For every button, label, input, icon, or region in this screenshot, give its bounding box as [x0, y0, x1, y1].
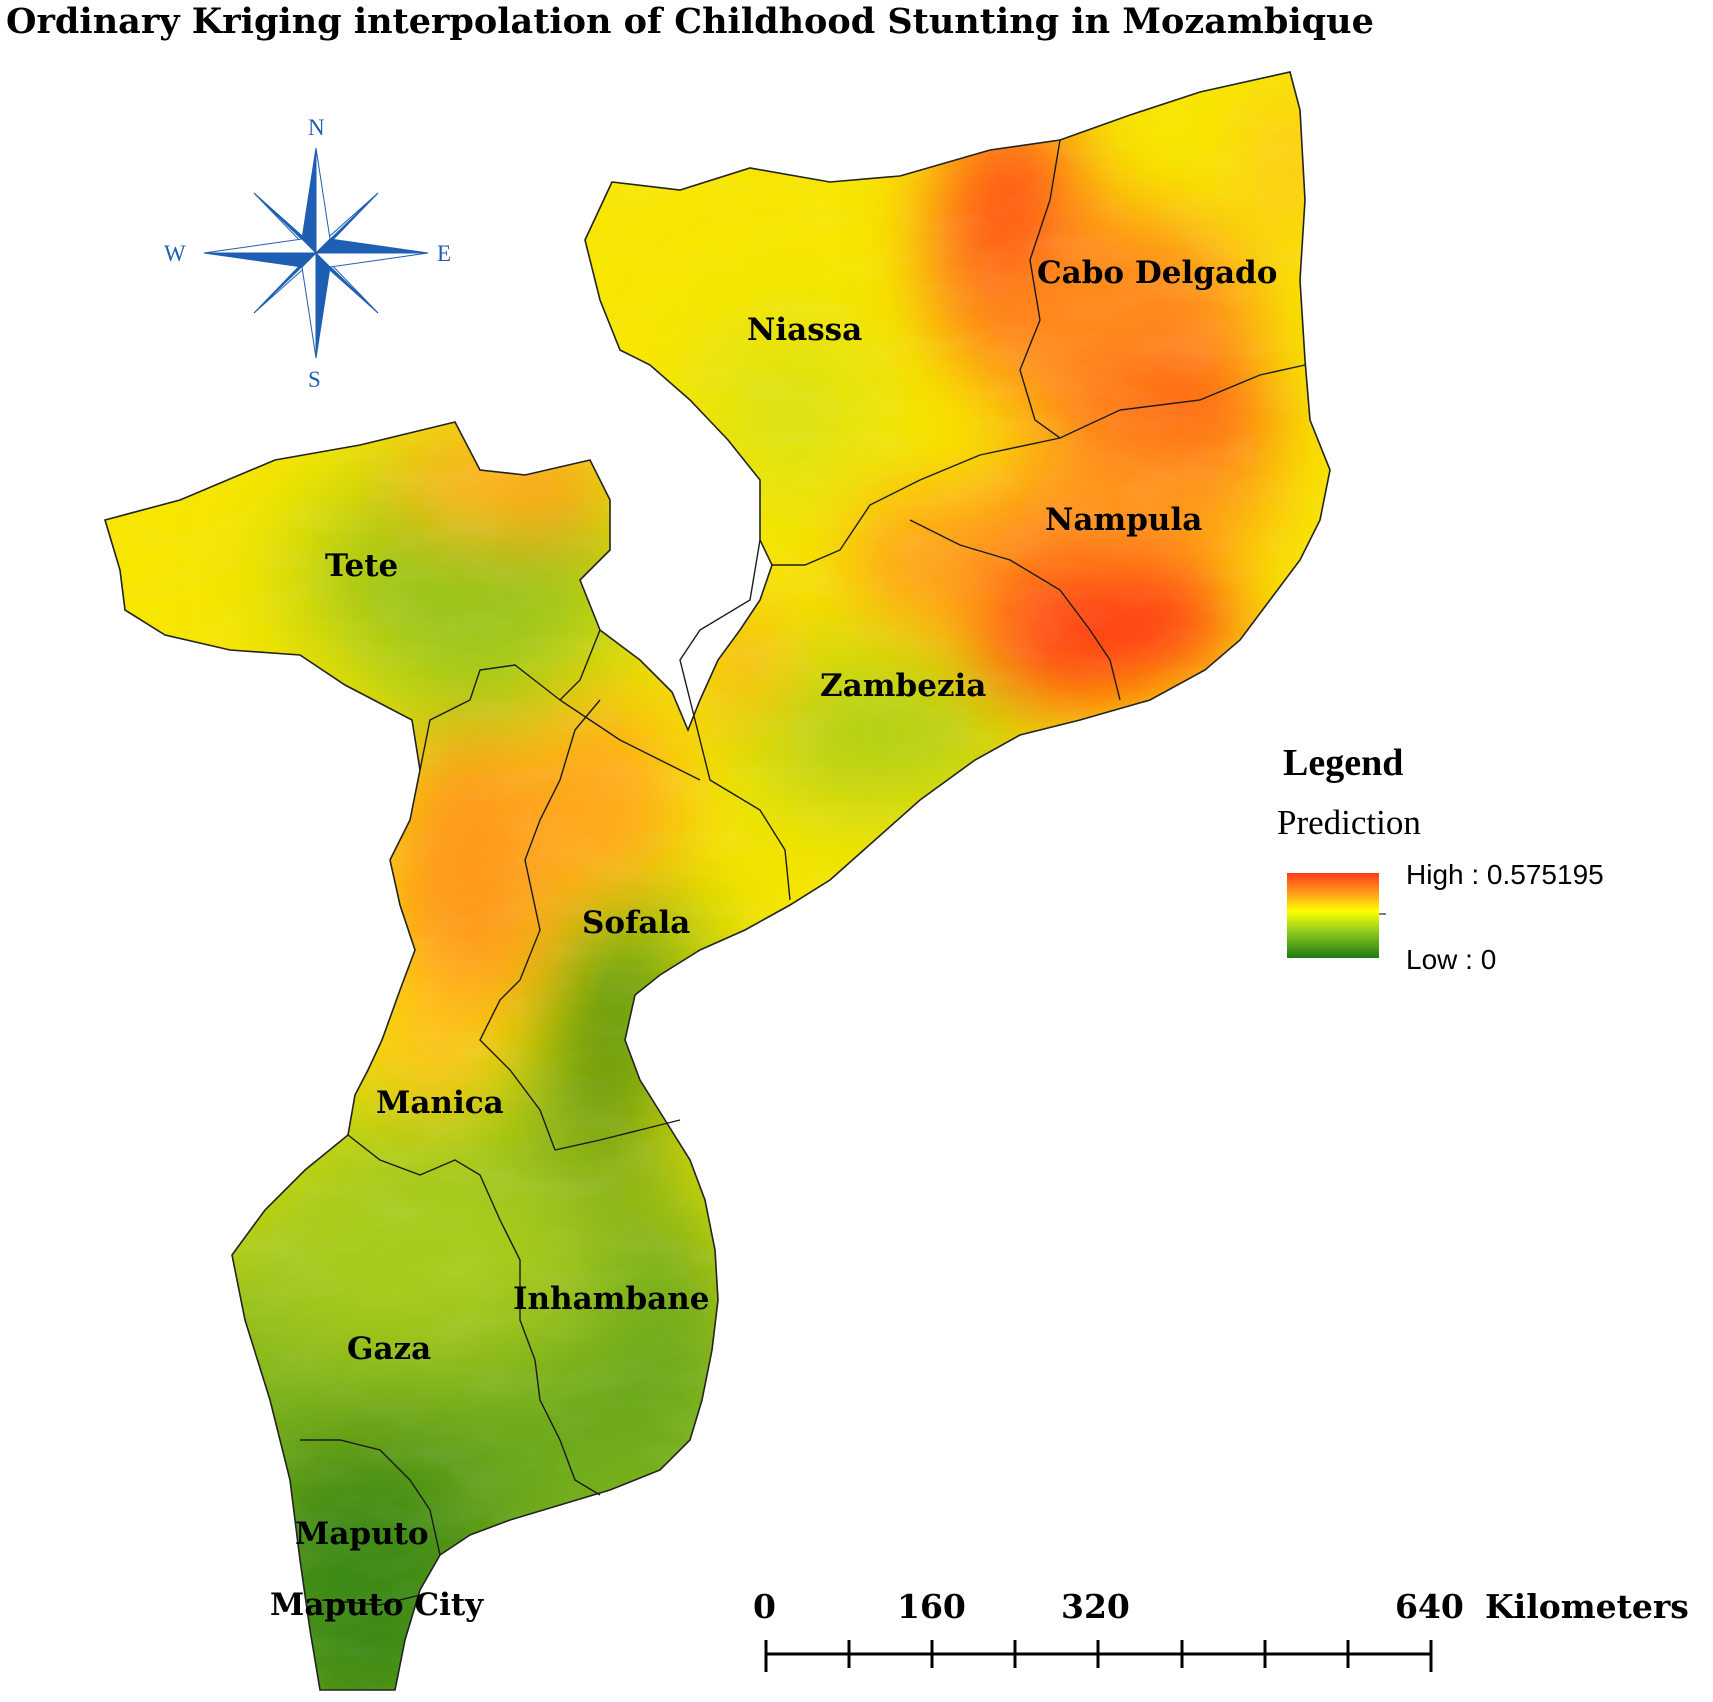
label-nampula: Nampula [1045, 502, 1202, 538]
scale-tick-640: 640 [1395, 1587, 1464, 1626]
label-sofala: Sofala [582, 905, 690, 941]
legend-title: Legend [1283, 742, 1403, 784]
label-maputo-city: Maputo City [270, 1587, 484, 1623]
legend: Legend Prediction High : 0.575195 Low : … [1277, 742, 1604, 975]
compass-south: S [308, 367, 321, 392]
compass-west: W [164, 241, 186, 266]
scale-tick-320: 320 [1061, 1587, 1130, 1626]
legend-low: Low : 0 [1406, 944, 1496, 975]
label-manica: Manica [376, 1085, 504, 1121]
scale-tick-160: 160 [897, 1587, 966, 1626]
label-maputo: Maputo [295, 1516, 429, 1552]
map-title: Ordinary Kriging interpolation of Childh… [6, 1, 1374, 42]
compass-east: E [437, 241, 451, 266]
legend-field: Prediction [1277, 803, 1421, 842]
legend-color-ramp [1287, 873, 1379, 958]
label-tete: Tete [325, 548, 398, 584]
scale-unit: Kilometers [1485, 1587, 1689, 1626]
province-labels: Niassa Cabo Delgado Nampula Tete Zambezi… [270, 255, 1277, 1623]
scale-tick-0: 0 [753, 1587, 776, 1626]
province-boundaries [104, 71, 1331, 1691]
label-gaza: Gaza [347, 1331, 431, 1367]
label-niassa: Niassa [747, 312, 862, 348]
label-cabo-delgado: Cabo Delgado [1037, 255, 1277, 291]
compass-north: N [308, 115, 325, 140]
legend-high: High : 0.575195 [1406, 859, 1604, 890]
scale-bar: 0 160 320 640 Kilometers [753, 1587, 1689, 1672]
compass-rose-icon: N S E W [164, 115, 451, 392]
label-zambezia: Zambezia [820, 668, 986, 704]
label-inhambane: Inhambane [513, 1281, 710, 1317]
